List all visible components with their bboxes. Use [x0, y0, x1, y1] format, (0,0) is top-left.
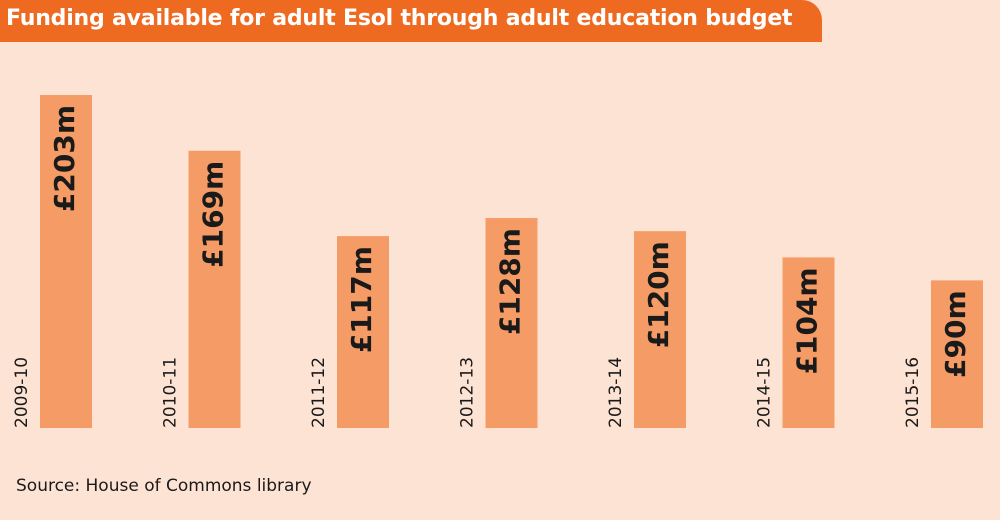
- bar-2011-12: [337, 236, 389, 428]
- category-label-2015-16: 2015-16: [903, 357, 923, 428]
- bar-2014-15: [782, 257, 835, 428]
- category-label-2014-15: 2014-15: [755, 357, 775, 428]
- category-label-2010-11: 2010-11: [161, 357, 181, 428]
- bar-2012-13: [485, 218, 538, 428]
- category-label-2013-14: 2013-14: [606, 357, 626, 428]
- bar-2009-10: [40, 95, 92, 428]
- bar-2015-16: [931, 280, 983, 428]
- value-label-2014-15: £104m: [791, 267, 824, 374]
- source-note: Source: House of Commons library: [16, 476, 312, 496]
- value-label-2013-14: £120m: [642, 241, 675, 348]
- value-label-2015-16: £90m: [939, 290, 972, 378]
- value-label-2012-13: £128m: [494, 228, 527, 335]
- bar-2013-14: [634, 231, 686, 428]
- category-label-2011-12: 2011-12: [309, 357, 329, 428]
- category-label-2012-13: 2012-13: [458, 357, 478, 428]
- category-label-2009-10: 2009-10: [12, 357, 32, 428]
- value-label-2010-11: £169m: [197, 161, 230, 268]
- bar-2010-11: [188, 150, 241, 429]
- chart-title: Funding available for adult Esol through…: [6, 6, 793, 31]
- value-label-2011-12: £117m: [345, 246, 378, 353]
- value-label-2009-10: £203m: [48, 105, 81, 212]
- title-bar: Funding available for adult Esol through…: [0, 0, 822, 42]
